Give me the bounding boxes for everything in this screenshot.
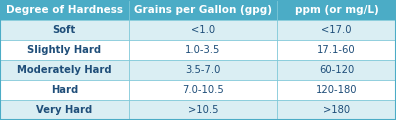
- Text: ppm (or mg/L): ppm (or mg/L): [295, 5, 379, 15]
- Text: Hard: Hard: [51, 85, 78, 95]
- Text: 3.5-7.0: 3.5-7.0: [185, 65, 221, 75]
- Bar: [0, 40, 129, 60]
- Bar: [129, 100, 277, 120]
- Bar: [129, 80, 277, 100]
- Text: 7.0-10.5: 7.0-10.5: [182, 85, 224, 95]
- Text: 60-120: 60-120: [319, 65, 354, 75]
- Bar: [277, 60, 396, 80]
- Bar: [0, 100, 129, 120]
- Bar: [277, 80, 396, 100]
- Bar: [0, 80, 129, 100]
- Text: Slightly Hard: Slightly Hard: [27, 45, 101, 55]
- Text: <1.0: <1.0: [191, 25, 215, 35]
- Text: 1.0-3.5: 1.0-3.5: [185, 45, 221, 55]
- Text: >180: >180: [323, 105, 350, 115]
- Text: <17.0: <17.0: [321, 25, 352, 35]
- Text: 17.1-60: 17.1-60: [317, 45, 356, 55]
- Bar: [277, 100, 396, 120]
- Text: >10.5: >10.5: [188, 105, 218, 115]
- Text: 120-180: 120-180: [316, 85, 357, 95]
- Text: Grains per Gallon (gpg): Grains per Gallon (gpg): [134, 5, 272, 15]
- Bar: [129, 0, 277, 20]
- Bar: [0, 0, 129, 20]
- Bar: [277, 0, 396, 20]
- Text: Soft: Soft: [53, 25, 76, 35]
- Text: Degree of Hardness: Degree of Hardness: [6, 5, 123, 15]
- Text: Moderately Hard: Moderately Hard: [17, 65, 112, 75]
- Bar: [0, 20, 129, 40]
- Bar: [0, 60, 129, 80]
- Bar: [277, 40, 396, 60]
- Bar: [129, 40, 277, 60]
- Bar: [129, 60, 277, 80]
- Bar: [277, 20, 396, 40]
- Bar: [129, 20, 277, 40]
- Text: Very Hard: Very Hard: [36, 105, 93, 115]
